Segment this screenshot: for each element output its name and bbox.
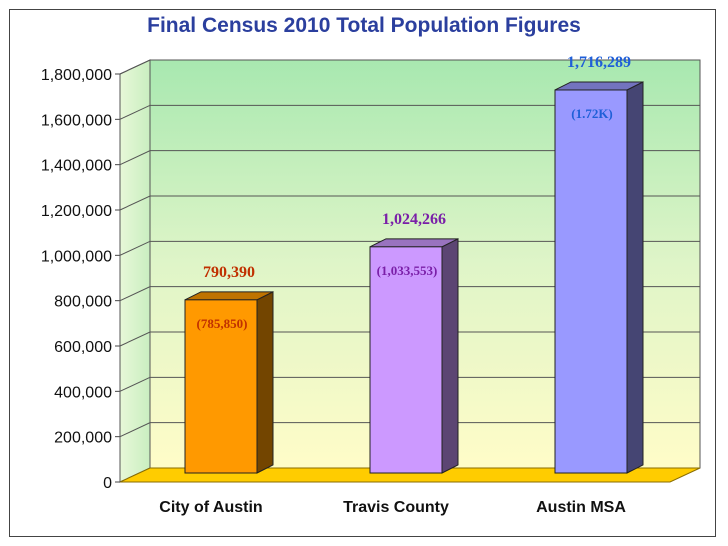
side-wall <box>119 59 151 483</box>
gridline <box>119 59 700 75</box>
y-tick-label: 0 <box>103 475 112 492</box>
bar-side <box>626 81 644 474</box>
x-tick-label: Austin MSA <box>536 499 626 516</box>
gridline <box>119 195 700 211</box>
bar-top <box>184 291 274 301</box>
y-tick-label: 800,000 <box>54 294 112 311</box>
bar-side <box>256 291 274 474</box>
data-label-secondary: (1.72K) <box>571 106 613 121</box>
gridline <box>119 422 700 438</box>
bar <box>369 246 443 474</box>
gridline <box>119 104 700 120</box>
y-tick-label: 1,600,000 <box>41 112 112 129</box>
gridline <box>119 286 700 302</box>
y-tick-label: 600,000 <box>54 339 112 356</box>
y-tick-label: 1,400,000 <box>41 158 112 175</box>
gridline <box>119 150 700 166</box>
y-tick-label: 1,200,000 <box>41 203 112 220</box>
gridline <box>119 240 700 256</box>
y-tick-label: 1,800,000 <box>41 67 112 84</box>
y-tick-label: 1,000,000 <box>41 248 112 265</box>
x-tick-label: City of Austin <box>159 499 262 516</box>
gridline <box>119 331 700 347</box>
bar-side <box>441 238 459 474</box>
x-tick-label: Travis County <box>343 499 449 516</box>
data-label-secondary: (785,850) <box>197 316 248 331</box>
data-label: 790,390 <box>203 264 255 281</box>
bar <box>554 89 628 474</box>
bar-top <box>554 81 644 91</box>
bar-top <box>369 238 459 248</box>
y-tick-label: 400,000 <box>54 384 112 401</box>
bar <box>184 299 258 474</box>
data-label: 1,716,289 <box>567 54 631 71</box>
y-tick-label: 200,000 <box>54 430 112 447</box>
data-label-secondary: (1,033,553) <box>377 263 438 278</box>
gridline <box>119 376 700 392</box>
data-label: 1,024,266 <box>382 211 446 228</box>
chart-title: Final Census 2010 Total Population Figur… <box>147 14 581 37</box>
